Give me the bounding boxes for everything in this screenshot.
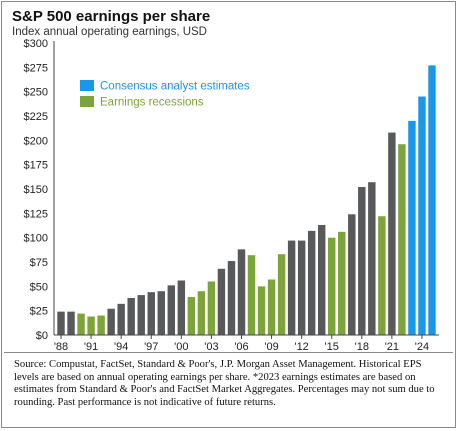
y-tick-label: $150 bbox=[24, 184, 48, 196]
y-tick-label: $0 bbox=[36, 330, 48, 342]
bar-2012 bbox=[297, 240, 306, 335]
y-tick-label: $275 bbox=[24, 62, 48, 74]
bar-2007 bbox=[247, 255, 256, 335]
bar-1992 bbox=[97, 315, 105, 335]
y-tick-label: $50 bbox=[30, 281, 48, 293]
bar-2002 bbox=[197, 291, 206, 335]
bar-1994 bbox=[117, 303, 125, 335]
source-note: Source: Compustat, FactSet, Standard & P… bbox=[14, 359, 435, 408]
x-tick-label: '12 bbox=[294, 341, 308, 353]
y-tick-label: $300 bbox=[24, 38, 48, 50]
bar-2003 bbox=[207, 281, 216, 335]
bar-1995 bbox=[127, 298, 135, 335]
bar-2019 bbox=[368, 182, 376, 335]
bar-2018 bbox=[358, 187, 366, 335]
bar-2000 bbox=[177, 280, 186, 335]
y-tick-label: $75 bbox=[30, 257, 48, 269]
y-tick-label: $125 bbox=[24, 208, 48, 220]
legend-label-estimate: Consensus analyst estimates bbox=[100, 81, 250, 93]
bar-2016 bbox=[338, 231, 346, 335]
x-tick-label: '18 bbox=[355, 341, 369, 353]
legend: Consensus analyst estimates Earnings rece… bbox=[80, 80, 250, 109]
bar-2022 bbox=[398, 144, 406, 335]
x-tick-label: '03 bbox=[204, 341, 218, 353]
legend-swatch-recession bbox=[80, 96, 94, 107]
source-box bbox=[4, 352, 453, 425]
bar-1999 bbox=[167, 285, 176, 335]
x-axis: '88 '91 '94 '97 '00 '03 '06 '09 '12 '15 '18 '21 '24 bbox=[54, 334, 439, 353]
bar-1988 bbox=[57, 311, 65, 335]
bar-group bbox=[57, 65, 436, 336]
bar-2023 bbox=[408, 120, 416, 336]
y-tick-label: $175 bbox=[24, 160, 48, 172]
bar-1991 bbox=[87, 316, 95, 335]
bar-2005 bbox=[227, 261, 236, 335]
x-tick-label: '00 bbox=[174, 341, 188, 353]
y-tick-label: $250 bbox=[24, 87, 48, 99]
y-tick-label: $100 bbox=[24, 233, 48, 245]
bar-1998 bbox=[157, 291, 165, 335]
x-tick-label: '94 bbox=[114, 341, 128, 353]
bar-1997 bbox=[147, 292, 155, 335]
bar-2011 bbox=[287, 240, 296, 335]
legend-swatch-estimate bbox=[80, 80, 94, 91]
x-tick-label: '88 bbox=[54, 341, 68, 353]
bar-1989 bbox=[67, 311, 75, 335]
eps-bar-chart: $0 $25 $50 $75 $100 $125 $150 $175 $200 $225 $250 $… bbox=[24, 38, 439, 353]
chart-title: S&P 500 earnings per share bbox=[12, 8, 211, 25]
bar-2017 bbox=[348, 214, 356, 335]
bar-2014 bbox=[317, 225, 326, 335]
x-tick-label: '21 bbox=[385, 341, 399, 353]
legend-label-recession: Earnings recessions bbox=[100, 97, 204, 109]
y-tick-label: $25 bbox=[30, 306, 48, 318]
bar-2008 bbox=[257, 286, 266, 335]
chart-subtitle: Index annual operating earnings, USD bbox=[12, 26, 207, 38]
bar-2025 bbox=[428, 65, 436, 335]
bar-2004 bbox=[217, 268, 226, 335]
x-tick-label: '15 bbox=[325, 341, 339, 353]
bar-2006 bbox=[237, 249, 246, 335]
bar-2010 bbox=[277, 254, 286, 335]
bar-2020 bbox=[378, 216, 386, 335]
y-tick-label: $200 bbox=[24, 135, 48, 147]
bar-2024 bbox=[418, 96, 426, 335]
x-tick-label: '24 bbox=[415, 341, 429, 353]
bar-2009 bbox=[267, 279, 276, 335]
y-tick-label: $225 bbox=[24, 111, 48, 123]
bar-1990 bbox=[77, 313, 85, 335]
x-tick-label: '91 bbox=[84, 341, 98, 353]
bar-2013 bbox=[307, 230, 316, 335]
x-tick-label: '09 bbox=[264, 341, 278, 353]
x-tick-label: '06 bbox=[234, 341, 248, 353]
bar-2001 bbox=[187, 297, 196, 335]
bar-2015 bbox=[328, 237, 336, 335]
x-tick-label: '97 bbox=[144, 341, 158, 353]
bar-1993 bbox=[107, 308, 115, 335]
y-axis: $0 $25 $50 $75 $100 $125 $150 $175 $200 $225 $250 $… bbox=[24, 38, 55, 342]
bar-1996 bbox=[137, 295, 145, 335]
bar-2021 bbox=[388, 132, 396, 335]
